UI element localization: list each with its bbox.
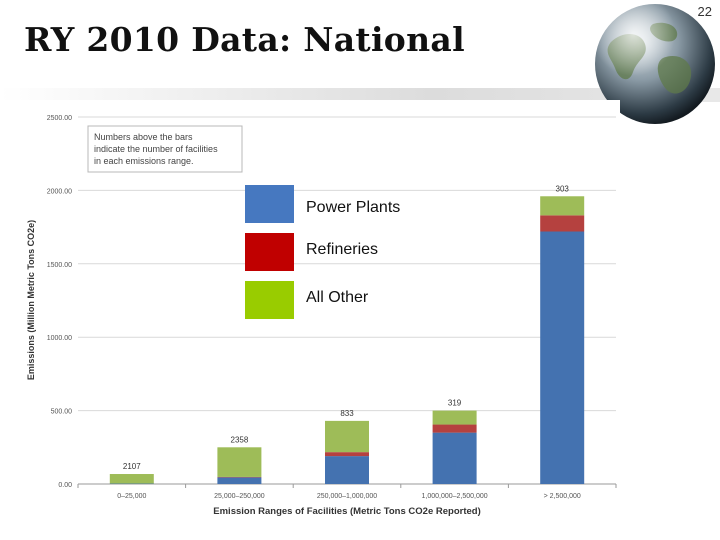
x-tick-label: > 2,500,000	[544, 493, 581, 500]
note-line-2: indicate the number of facilities	[94, 144, 218, 154]
bar-count-label: 303	[556, 184, 570, 193]
x-axis-ticks: 0–25,000 25,000–250,000 250,000–1,000,000 1…	[77, 484, 617, 500]
note-line-3: in each emissions range.	[94, 156, 194, 166]
x-tick-label: 25,000–250,000	[214, 493, 265, 500]
note-line-1: Numbers above the bars	[94, 132, 193, 142]
y-axis-label: Emissions (Million Metric Tons CO2e)	[26, 220, 36, 380]
bar-segment-power-plants	[432, 432, 477, 484]
y-axis-ticks: 0.00 500.00 1000.00 1500.00 2000.00 2500.00	[47, 115, 72, 489]
legend-swatch-refineries	[245, 233, 294, 271]
slide-title: RY 2010 Data: National	[24, 20, 465, 59]
bar-segment-all-other	[540, 196, 585, 216]
legend-swatch-all-other	[245, 281, 294, 319]
legend-label-all-other: All Other	[306, 289, 369, 306]
x-tick-label: 1,000,000–2,500,000	[422, 493, 488, 500]
bar-labels: 2107 2358 833 319 303	[123, 184, 570, 471]
bar-segment-all-other	[325, 420, 369, 453]
bar-segment-power-plants	[217, 477, 262, 484]
legend-swatch-power-plants	[245, 185, 294, 223]
bar-group	[109, 196, 585, 484]
bar-count-label: 2358	[231, 435, 249, 444]
bar-segment-all-other	[109, 474, 154, 484]
bar-segment-power-plants	[325, 456, 369, 484]
y-tick-label: 2000.00	[47, 188, 72, 195]
x-axis-label: Emission Ranges of Facilities (Metric To…	[213, 506, 480, 517]
y-tick-label: 1500.00	[47, 262, 72, 269]
legend: Power Plants Refineries All Other	[245, 185, 400, 319]
y-tick-label: 0.00	[58, 482, 72, 489]
x-tick-label: 0–25,000	[117, 493, 146, 500]
y-tick-label: 2500.00	[47, 115, 72, 122]
x-tick-label: 250,000–1,000,000	[317, 493, 377, 500]
bar-segment-all-other	[217, 447, 262, 477]
bar-count-label: 319	[448, 399, 462, 408]
bar-segment-all-other	[432, 410, 477, 425]
bar-segment-refineries	[540, 215, 585, 232]
chart-note: Numbers above the bars indicate the numb…	[87, 125, 243, 173]
bar-segment-refineries	[325, 452, 369, 457]
globe-icon	[595, 4, 715, 124]
bar-segment-refineries	[432, 424, 477, 433]
bar-count-label: 2107	[123, 462, 141, 471]
legend-label-refineries: Refineries	[306, 241, 378, 258]
y-tick-label: 500.00	[51, 409, 73, 416]
header-divider-band	[0, 88, 720, 102]
bar-segment-power-plants	[540, 231, 585, 484]
bar-count-label: 833	[340, 409, 354, 418]
emissions-chart: 0.00 500.00 1000.00 1500.00 2000.00 2500.00 2…	[0, 100, 620, 530]
page-number: 22	[697, 4, 712, 19]
y-tick-label: 1000.00	[47, 335, 72, 342]
legend-label-power-plants: Power Plants	[306, 199, 400, 216]
